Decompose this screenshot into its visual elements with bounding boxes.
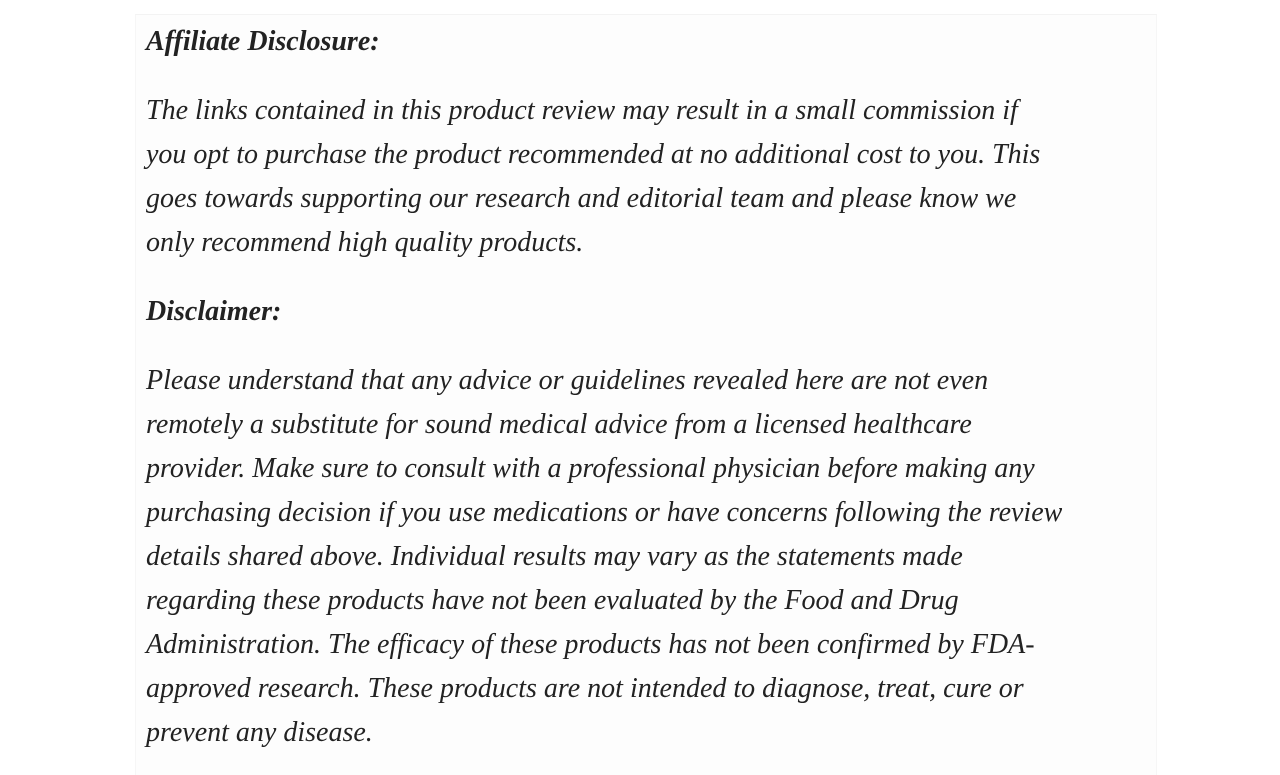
text-line: The links contained in this product revi…: [146, 95, 1018, 126]
text-line: prevent any disease.: [146, 717, 373, 748]
text-line: Please understand that any advice or gui…: [146, 365, 989, 396]
text-line: Administration. The efficacy of these pr…: [146, 629, 1035, 660]
text-line: approved research. These products are no…: [146, 673, 1024, 704]
text-line: purchasing decision if you use medicatio…: [146, 497, 1063, 528]
text-line: you opt to purchase the product recommen…: [146, 139, 1041, 170]
text-line: remotely a substitute for sound medical …: [146, 409, 972, 440]
text-line: details shared above. Individual results…: [146, 541, 963, 572]
disclaimer-text: Please understand that any advice or gui…: [146, 359, 1062, 755]
text-line: goes towards supporting our research and…: [146, 183, 1017, 214]
disclosure-box: [135, 14, 1157, 775]
text-line: regarding these products have not been e…: [146, 585, 959, 616]
affiliate-disclosure-heading: Affiliate Disclosure:: [146, 26, 380, 57]
text-line: provider. Make sure to consult with a pr…: [146, 453, 1035, 484]
disclaimer-heading: Disclaimer:: [146, 296, 282, 327]
affiliate-disclosure-text: The links contained in this product revi…: [146, 89, 1040, 265]
text-line: only recommend high quality products.: [146, 227, 584, 258]
